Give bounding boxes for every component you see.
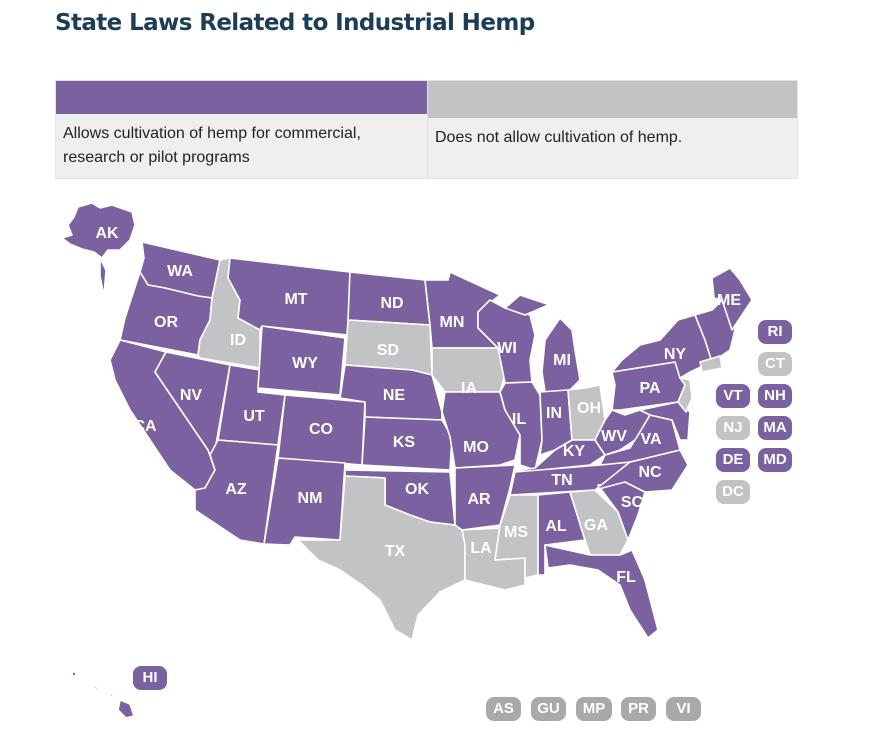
badge-md[interactable]: MD — [758, 448, 792, 472]
state-va[interactable] — [599, 414, 681, 466]
state-ga[interactable] — [569, 489, 629, 556]
badge-ri[interactable]: RI — [758, 320, 792, 344]
state-nj[interactable] — [677, 377, 693, 413]
legend-swatch-not-allowed — [428, 81, 797, 118]
badge-hi[interactable]: HI — [133, 666, 167, 690]
badge-vi[interactable]: VI — [666, 697, 701, 721]
badge-de[interactable]: DE — [716, 448, 750, 472]
badge-vt[interactable]: VT — [716, 384, 750, 408]
legend-item-not-allowed: Does not allow cultivation of hemp. — [428, 81, 797, 178]
badge-nj[interactable]: NJ — [716, 416, 750, 440]
badge-ma[interactable]: MA — [758, 416, 792, 440]
state-ks[interactable] — [361, 416, 453, 471]
page-title: State Laws Related to Industrial Hemp — [55, 10, 535, 36]
legend: Allows cultivation of hemp for commercia… — [55, 80, 798, 179]
state-ia[interactable] — [431, 347, 506, 393]
badge-pr[interactable]: PR — [621, 697, 656, 721]
state-wi[interactable] — [477, 299, 536, 384]
state-co[interactable] — [277, 394, 366, 466]
us-map: AK WA OR CA ID NV UT AZ MT WY CO NM ND S… — [0, 195, 872, 753]
state-ak[interactable] — [61, 202, 136, 297]
state-new-england[interactable] — [694, 299, 736, 363]
state-az[interactable] — [194, 439, 279, 545]
badge-dc[interactable]: DC — [716, 480, 750, 504]
legend-item-allows: Allows cultivation of hemp for commercia… — [56, 81, 428, 178]
badge-nh[interactable]: NH — [758, 384, 792, 408]
badge-ct[interactable]: CT — [758, 352, 792, 376]
state-ct[interactable] — [699, 355, 723, 373]
legend-label-allows: Allows cultivation of hemp for commercia… — [56, 114, 427, 178]
badge-gu[interactable]: GU — [531, 697, 566, 721]
state-nd[interactable] — [347, 271, 431, 326]
badge-as[interactable]: AS — [486, 697, 521, 721]
badge-mp[interactable]: MP — [576, 697, 612, 721]
state-fl[interactable] — [544, 544, 659, 639]
state-nm[interactable] — [263, 457, 346, 546]
state-tx[interactable] — [297, 475, 466, 641]
legend-swatch-allows — [56, 81, 427, 114]
state-wy[interactable] — [257, 325, 346, 396]
state-il[interactable] — [499, 381, 543, 471]
legend-label-not-allowed: Does not allow cultivation of hemp. — [428, 118, 797, 178]
state-me[interactable] — [711, 267, 753, 331]
state-hi[interactable] — [71, 671, 135, 719]
state-mi[interactable] — [504, 294, 581, 393]
